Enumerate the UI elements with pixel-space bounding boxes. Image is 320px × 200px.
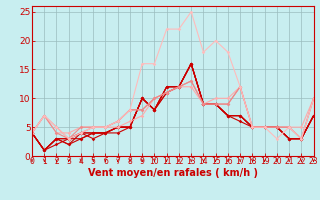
X-axis label: Vent moyen/en rafales ( km/h ): Vent moyen/en rafales ( km/h ) — [88, 168, 258, 178]
